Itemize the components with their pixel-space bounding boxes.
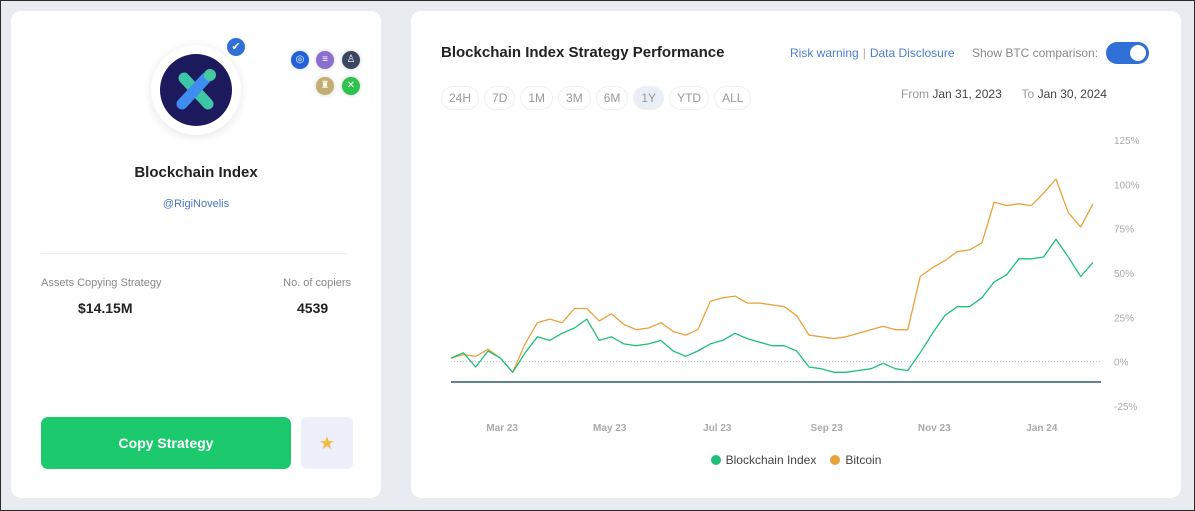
copiers-label: No. of copiers [283, 277, 351, 289]
btc-comparison-toggle[interactable] [1106, 42, 1149, 64]
performance-panel: Blockchain Index Strategy Performance Ri… [411, 11, 1181, 498]
date-range: From Jan 31, 2023 To Jan 30, 2024 [901, 87, 1107, 101]
range-ytd[interactable]: YTD [669, 86, 710, 110]
risk-warning-link[interactable]: Risk warning [790, 46, 859, 60]
range-3m[interactable]: 3M [558, 86, 591, 110]
legend-item-bitcoin[interactable]: Bitcoin [830, 453, 881, 467]
series-line-blockchain-index [450, 238, 1094, 373]
y-tick-label: 25% [1114, 313, 1134, 324]
range-1m[interactable]: 1M [520, 86, 554, 110]
coin-gold-icon[interactable]: ♜ [316, 77, 334, 95]
range-1y[interactable]: 1Y [633, 86, 665, 110]
legend-dot [710, 455, 721, 465]
x-tick-label: Jul 23 [703, 423, 732, 434]
y-tick-label: 125% [1114, 136, 1140, 147]
x-tick-label: Nov 23 [918, 423, 951, 434]
link-separator: | [862, 46, 866, 60]
btc-comparison-label: Show BTC comparison: [972, 46, 1099, 60]
y-tick-label: -25% [1114, 402, 1137, 413]
toggle-knob [1130, 45, 1146, 61]
y-tick-label: 0% [1114, 358, 1129, 369]
copiers-value: 4539 [297, 300, 329, 316]
y-tick-label: 50% [1114, 269, 1134, 280]
series-line-bitcoin [450, 178, 1094, 373]
coin-green-icon[interactable]: ✕ [342, 77, 360, 95]
blockchain-index-logo [160, 54, 232, 126]
coin-purple-icon[interactable]: ≡ [316, 51, 334, 69]
star-icon: ★ [318, 433, 336, 453]
verified-badge-icon: ✔ [227, 38, 245, 56]
coin-blue-icon[interactable]: ◎ [291, 51, 309, 69]
assets-label: Assets Copying Strategy [41, 277, 162, 289]
range-6m[interactable]: 6M [595, 86, 629, 110]
x-tick-label: Mar 23 [486, 423, 518, 434]
range-selector: 24H 7D 1M 3M 6M 1Y YTD ALL [441, 86, 752, 110]
legend-item-blockchain-index[interactable]: Blockchain Index [710, 453, 817, 467]
x-tick-label: May 23 [593, 423, 627, 434]
range-24h[interactable]: 24H [441, 86, 480, 110]
strategy-name: Blockchain Index [134, 164, 258, 181]
data-disclosure-link[interactable]: Data Disclosure [869, 46, 955, 60]
legend-label: Blockchain Index [725, 453, 817, 467]
from-date[interactable]: Jan 31, 2023 [932, 87, 1002, 101]
to-date[interactable]: Jan 30, 2024 [1037, 87, 1107, 101]
y-tick-label: 100% [1114, 180, 1140, 191]
copy-strategy-button[interactable]: Copy Strategy [41, 417, 291, 469]
strategy-profile-card: ✔ ◎ ≡ ♙ ♜ ✕ Blockchain Index @RigiNovelis As… [11, 11, 381, 498]
legend-label: Bitcoin [845, 453, 882, 467]
panel-title: Blockchain Index Strategy Performance [441, 44, 725, 61]
to-label: To [1021, 87, 1035, 101]
x-tick-label: Sep 23 [811, 423, 844, 434]
avatar [151, 45, 241, 135]
assets-value: $14.15M [78, 300, 133, 316]
legend-dot [830, 455, 841, 465]
coin-dark-icon[interactable]: ♙ [342, 51, 360, 69]
range-7d[interactable]: 7D [484, 86, 516, 110]
y-tick-label: 75% [1114, 225, 1134, 236]
favorite-button[interactable]: ★ [301, 417, 353, 469]
divider [41, 253, 347, 254]
chart-legend: Blockchain Index Bitcoin [411, 453, 1181, 467]
performance-chart: 125% 100% 75% 50% 25% 0% -25% Mar 23 May 23 Jul 2… [450, 136, 1140, 434]
author-handle-link[interactable]: @RigiNovelis [162, 198, 230, 210]
x-tick-label: Jan 24 [1026, 423, 1058, 434]
range-all[interactable]: ALL [714, 86, 752, 110]
from-label: From [901, 87, 929, 101]
